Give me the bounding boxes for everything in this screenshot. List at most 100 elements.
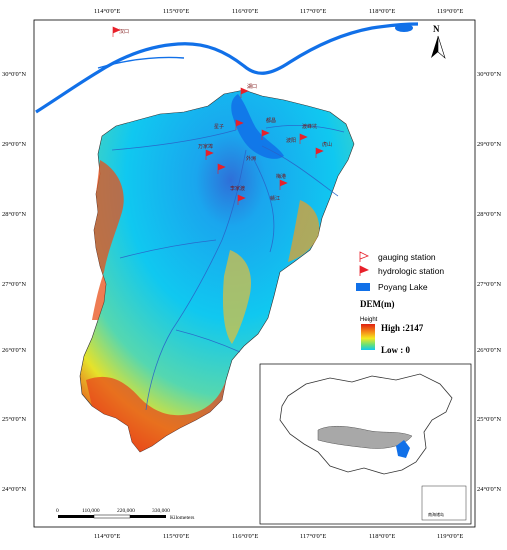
- hydrologic-station-flag: [205, 149, 214, 160]
- dem-high-label: High :2147: [381, 323, 424, 333]
- river-network: [111, 124, 345, 411]
- tick-bottom-lon: 116°0'0"E: [232, 533, 258, 540]
- north-arrow: N: [431, 24, 446, 59]
- dem-color-ramp: [361, 324, 375, 350]
- hydrologic-station-symbol: [359, 265, 369, 276]
- hydrologic-station-flag: [240, 87, 249, 98]
- tick-left-lat: 28°0'0"N: [2, 211, 26, 218]
- tick-right-lat: 27°0'0"N: [477, 281, 501, 288]
- scale-unit: Kilometers: [170, 515, 194, 521]
- right-latitude-labels: 30°0'0"N 29°0'0"N 28°0'0"N 27°0'0"N 26°0…: [477, 71, 501, 493]
- legend-label: hydrologic station: [378, 266, 444, 276]
- tick-right-lat: 29°0'0"N: [477, 141, 501, 148]
- tick-left-lat: 26°0'0"N: [2, 347, 26, 354]
- tick-right-lat: 25°0'0"N: [477, 416, 501, 423]
- tick-top-lon: 114°0'0"E: [94, 8, 120, 15]
- hydrologic-station-flag: [235, 119, 244, 130]
- river-xinjiang: [261, 145, 339, 197]
- dem-title: DEM(m): [360, 299, 395, 309]
- legend-label: gauging station: [378, 252, 436, 262]
- scale-seg: [58, 515, 94, 518]
- place-label: 渡峰坑: [302, 123, 317, 130]
- tick-bottom-lon: 118°0'0"E: [369, 533, 395, 540]
- tick-left-lat: 25°0'0"N: [2, 416, 26, 423]
- river-trib-west: [119, 239, 217, 259]
- scale-seg: [130, 515, 166, 518]
- south-sea-inset: [421, 485, 467, 521]
- hydrologic-station-flag: [315, 147, 324, 158]
- yangtze-basin-inset: [317, 426, 413, 449]
- legend: gauging station hydrologic station Poyan…: [356, 251, 444, 355]
- tick-left-lat: 29°0'0"N: [2, 141, 26, 148]
- tick-top-lon: 116°0'0"E: [232, 8, 258, 15]
- bottom-longitude-labels: 114°0'0"E 115°0'0"E 116°0'0"E 117°0'0"E …: [94, 533, 463, 540]
- place-label: 汉口: [119, 28, 129, 35]
- tick-top-lon: 119°0'0"E: [437, 8, 463, 15]
- river-ganjiang: [145, 149, 247, 411]
- scale-seg: [93, 514, 131, 519]
- inset-map: 南海诸岛: [259, 363, 472, 525]
- place-label: 外洲: [246, 155, 256, 162]
- north-label: N: [433, 24, 440, 34]
- left-latitude-labels: 30°0'0"N 29°0'0"N 28°0'0"N 27°0'0"N 26°0…: [2, 71, 26, 493]
- north-arrow-left: [431, 36, 438, 58]
- place-label: 李家渡: [230, 185, 245, 192]
- mountain-left: [92, 160, 124, 320]
- tick-right-lat: 28°0'0"N: [477, 211, 501, 218]
- scale-tick: 110,000: [82, 508, 100, 514]
- mountain-south: [86, 376, 226, 452]
- tick-bottom-lon: 115°0'0"E: [163, 533, 189, 540]
- tick-left-lat: 30°0'0"N: [2, 71, 26, 78]
- tick-bottom-lon: 114°0'0"E: [94, 533, 120, 540]
- scale-tick: 0: [56, 508, 59, 514]
- yangtze-river-branch: [97, 56, 185, 69]
- river-trib-south: [175, 329, 241, 353]
- mountain-east: [288, 200, 320, 262]
- tick-top-lon: 117°0'0"E: [300, 8, 326, 15]
- dem-low-label: Low : 0: [381, 345, 410, 355]
- scale-tick: 330,000: [152, 508, 170, 514]
- poyang-lake-symbol: [356, 283, 370, 291]
- yangtze-river: [35, 22, 419, 114]
- tick-left-lat: 24°0'0"N: [2, 486, 26, 493]
- north-arrow-right: [437, 35, 446, 59]
- mountain-central: [222, 250, 252, 344]
- tick-bottom-lon: 117°0'0"E: [300, 533, 326, 540]
- tick-top-lon: 115°0'0"E: [163, 8, 189, 15]
- height-label: Height: [360, 317, 378, 323]
- place-label: 万家埠: [198, 143, 213, 150]
- top-longitude-labels: 114°0'0"E 115°0'0"E 116°0'0"E 117°0'0"E …: [94, 8, 463, 15]
- place-label: 赣江: [270, 195, 280, 202]
- tick-right-lat: 26°0'0"N: [477, 347, 501, 354]
- scale-bar: 0 110,000 220,000 330,000 Kilometers: [56, 508, 194, 521]
- gauging-station-symbol: [359, 251, 369, 262]
- tick-top-lon: 118°0'0"E: [369, 8, 395, 15]
- hydrologic-station-flag: [279, 179, 288, 190]
- hydrologic-station-flag: [261, 129, 270, 140]
- hydrologic-station-flag: [217, 163, 226, 174]
- tick-right-lat: 30°0'0"N: [477, 71, 501, 78]
- tick-left-lat: 27°0'0"N: [2, 281, 26, 288]
- river-raohe: [265, 124, 345, 133]
- place-label: 都昌: [266, 118, 276, 124]
- river-xiuhe: [111, 129, 237, 151]
- south-sea-label: 南海诸岛: [428, 511, 444, 517]
- yangtze-lake-patch: [395, 24, 413, 32]
- hydrologic-station-flag: [112, 26, 121, 37]
- place-label: 虎山: [322, 141, 332, 148]
- hydrologic-stations: [112, 26, 324, 205]
- tick-bottom-lon: 119°0'0"E: [437, 533, 463, 540]
- place-label: 波阳: [286, 137, 296, 144]
- hydrologic-station-flag: [299, 133, 308, 144]
- place-label: 湖口: [247, 83, 257, 90]
- hydrologic-station-flag: [237, 194, 246, 205]
- river-fuhe: [251, 155, 275, 253]
- jiangxi-inset: [396, 440, 410, 458]
- poyang-lake: [231, 94, 284, 159]
- scale-tick: 220,000: [117, 508, 135, 514]
- tick-right-lat: 24°0'0"N: [477, 486, 501, 493]
- place-label: 梅港: [276, 173, 286, 180]
- place-label: 星子: [214, 123, 224, 130]
- legend-label: Poyang Lake: [378, 282, 428, 292]
